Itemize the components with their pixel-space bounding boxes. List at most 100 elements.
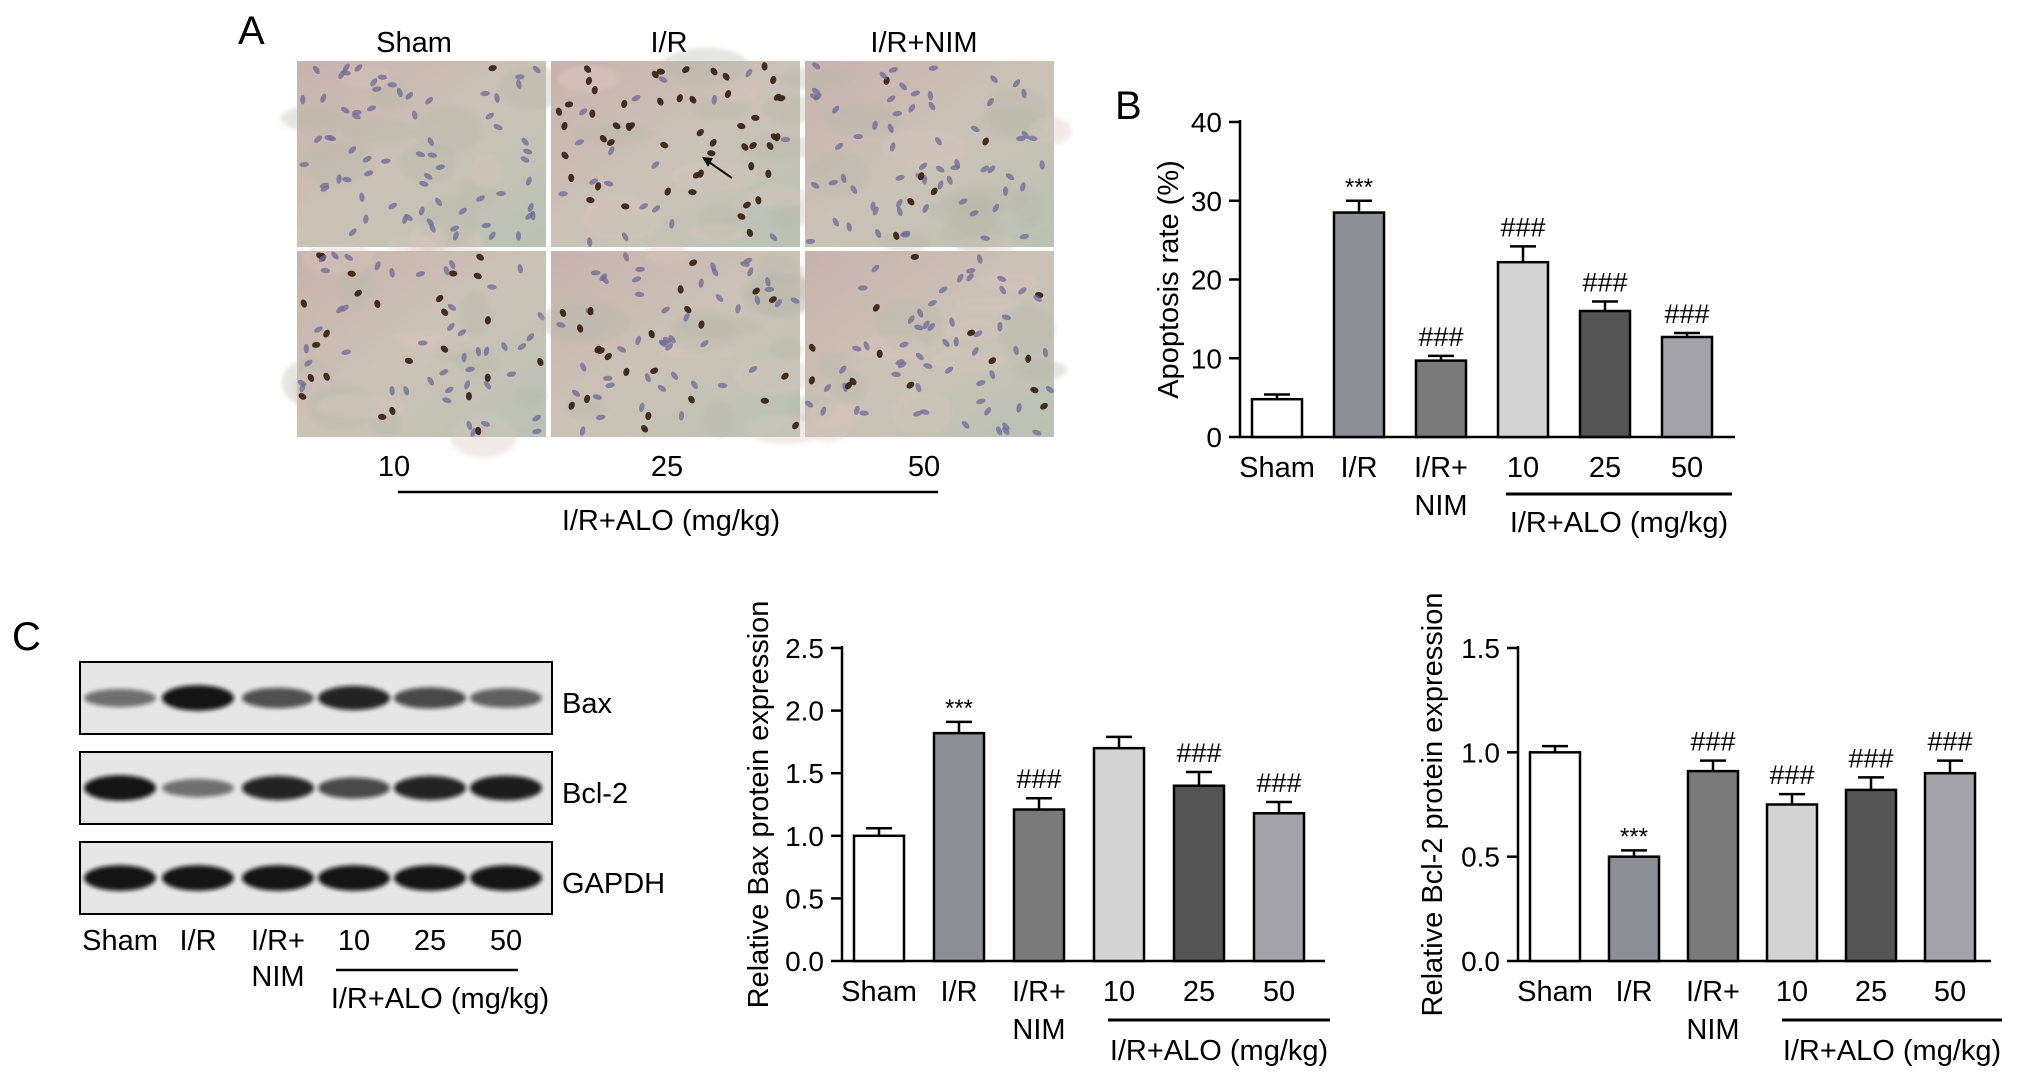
stained-nucleus	[660, 141, 669, 149]
tissue-texture	[854, 335, 927, 361]
y-tick-label: 1.0	[1461, 737, 1500, 768]
tissue-texture	[670, 310, 735, 354]
nucleus	[326, 134, 337, 142]
stained-nucleus	[682, 66, 690, 74]
nucleus	[958, 198, 968, 205]
stained-nucleus	[448, 270, 458, 277]
nucleus	[928, 65, 939, 71]
stained-nucleus	[537, 357, 544, 367]
tissue-texture	[645, 242, 689, 264]
blot-strip-bcl2	[79, 751, 553, 825]
nucleus	[897, 361, 907, 369]
nucleus	[461, 352, 467, 363]
stained-nucleus	[555, 107, 563, 116]
nucleus	[631, 276, 642, 283]
stained-nucleus	[612, 122, 621, 130]
stained-nucleus	[773, 93, 782, 101]
group-label: I/R+ALO (mg/kg)	[1510, 507, 1728, 539]
stained-nucleus	[436, 294, 444, 303]
nucleus	[810, 181, 820, 189]
nucleus	[928, 101, 936, 111]
nucleus	[1005, 173, 1015, 181]
y-tick-label: 40	[1191, 107, 1222, 138]
stained-nucleus	[606, 139, 615, 146]
nucleus	[635, 266, 645, 273]
bar-2	[1332, 211, 1386, 439]
tissue-texture	[745, 271, 815, 316]
stained-nucleus	[967, 329, 976, 336]
nucleus	[1002, 422, 1010, 431]
western-blot	[79, 661, 553, 915]
stained-nucleus	[587, 306, 594, 316]
nucleus	[872, 120, 878, 131]
nucleus	[423, 172, 433, 180]
stained-nucleus	[749, 142, 757, 150]
stained-nucleus	[684, 305, 692, 314]
x-tick-label: 10	[1776, 976, 1808, 1008]
stained-nucleus	[792, 421, 800, 430]
blot-band	[242, 687, 314, 709]
nucleus	[678, 411, 685, 421]
tissue-texture	[940, 215, 1007, 250]
nucleus	[809, 93, 820, 100]
blot-band	[318, 685, 390, 711]
micrograph-sham	[280, 61, 569, 265]
nucleus	[377, 74, 388, 80]
nucleus	[698, 278, 704, 289]
nucleus	[857, 285, 868, 291]
x-tick-label: 10	[1103, 976, 1135, 1008]
nucleus	[354, 64, 363, 72]
nucleus	[999, 285, 1006, 295]
significance-label: ###	[1582, 268, 1627, 298]
blot-band	[84, 775, 156, 801]
nucleus	[908, 103, 916, 113]
nucleus	[488, 231, 496, 241]
stained-nucleus	[648, 330, 655, 339]
x-tick-label: 50	[1934, 976, 1966, 1008]
nucleus	[901, 230, 911, 237]
tissue-texture	[497, 66, 569, 110]
nucleus	[935, 165, 945, 173]
nucleus	[340, 106, 350, 114]
stained-nucleus	[760, 397, 769, 404]
bar-2	[932, 731, 986, 963]
nucleus	[496, 190, 506, 197]
significance-label: ###	[1769, 760, 1814, 790]
x-tick-label: 25	[1589, 452, 1621, 484]
y-tick-label: 2.5	[785, 633, 824, 664]
nucleus	[427, 152, 438, 158]
tissue-texture	[745, 186, 815, 208]
nucleus	[980, 235, 991, 241]
nucleus	[710, 262, 717, 272]
nucleus	[426, 218, 435, 227]
nucleus	[996, 426, 1003, 436]
stained-nucleus	[583, 394, 591, 404]
tissue-texture	[984, 85, 1048, 134]
nucleus	[631, 94, 641, 102]
stained-nucleus	[982, 137, 989, 146]
nucleus	[899, 341, 909, 348]
blot-band	[84, 688, 156, 708]
stained-nucleus	[475, 426, 482, 436]
nucleus	[381, 158, 391, 164]
stained-nucleus	[781, 372, 789, 380]
tissue-texture	[823, 102, 903, 137]
micrograph-header-sham: Sham	[376, 27, 452, 59]
stained-nucleus	[595, 182, 602, 191]
nucleus	[494, 93, 500, 103]
nucleus	[635, 335, 642, 346]
nucleus	[923, 363, 933, 369]
tissue-texture	[776, 67, 853, 91]
nucleus	[700, 340, 709, 348]
micrograph-header-ir-nim: I/R+NIM	[870, 27, 977, 59]
significance-label: ###	[1690, 727, 1735, 757]
stained-nucleus	[307, 373, 315, 382]
blot-band	[394, 687, 466, 709]
stained-nucleus	[988, 357, 997, 365]
nucleus	[464, 380, 471, 390]
tissue-texture	[761, 94, 819, 125]
micrograph-dose-25: 25	[651, 451, 683, 483]
bar-6	[1252, 812, 1306, 963]
nucleus	[532, 65, 541, 74]
stained-nucleus	[697, 169, 704, 178]
